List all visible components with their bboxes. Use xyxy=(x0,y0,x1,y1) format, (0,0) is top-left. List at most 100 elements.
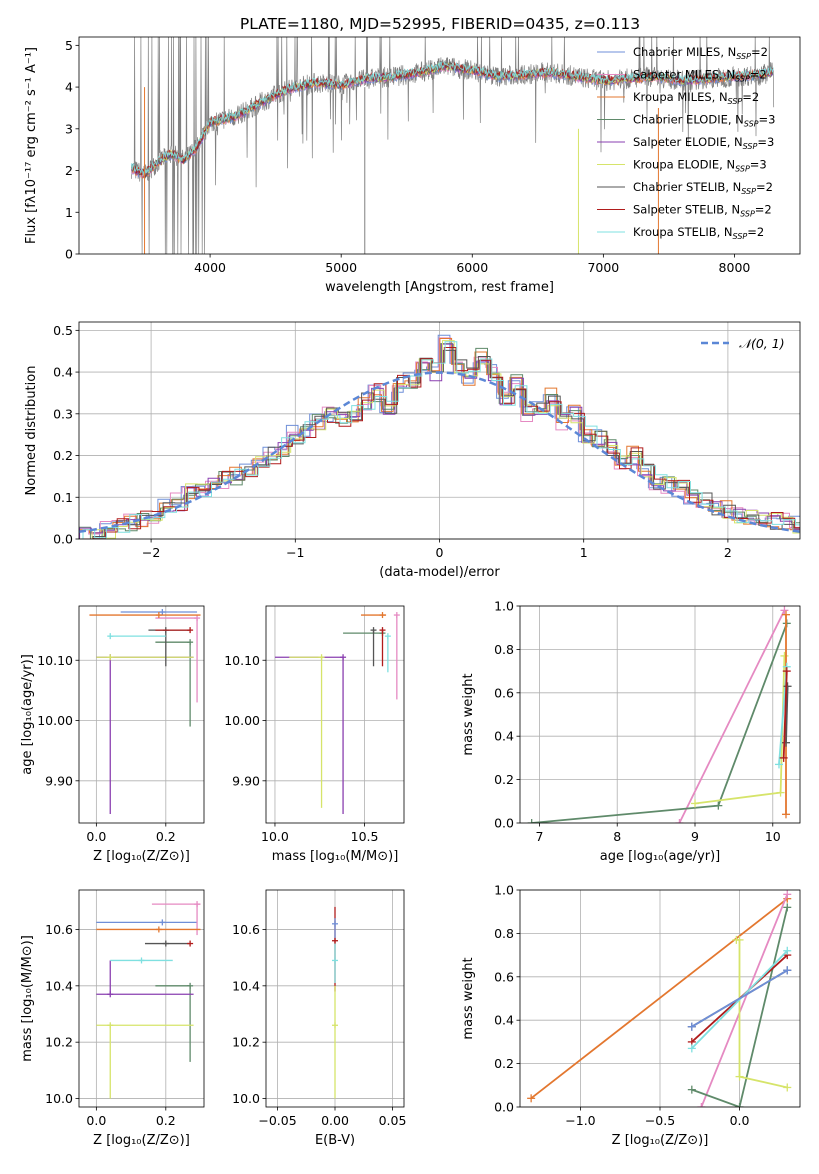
legend-label: 𝒩(0, 1) xyxy=(739,336,785,351)
y-tick-label: 10.10 xyxy=(37,653,73,668)
plot-area-mass-vs-z xyxy=(96,901,201,1099)
axes-weight-vs-z: −1.0 −0.5 0.0 0.0 0.2 0.4 0.6 0.8 1.0 Z [log₁₀(Z/… xyxy=(461,883,801,1148)
legend-label: Salpeter ELODIE, NSSP=3 xyxy=(633,135,774,151)
x-tick-label: 0.2 xyxy=(156,1113,176,1128)
x-tick-label: 10 xyxy=(765,829,781,844)
y-tick-label: 2 xyxy=(65,163,73,178)
x-tick-label: −0.5 xyxy=(645,1113,675,1128)
x-axis-label: wavelength [Angstrom, rest frame] xyxy=(325,280,554,295)
x-tick-label: 0.0 xyxy=(730,1113,750,1128)
y-tick-label: 10.2 xyxy=(232,1035,260,1050)
axes-frame xyxy=(78,321,801,540)
plot-area-age-vs-mass xyxy=(274,612,400,814)
x-tick-label: 7000 xyxy=(587,260,619,275)
legend-label: Chabrier MILES, NSSP=2 xyxy=(633,45,768,61)
x-tick-label: 4000 xyxy=(194,260,226,275)
y-tick-label: 10.4 xyxy=(45,978,73,993)
axes-spectrum: 4000 5000 6000 7000 8000 0 1 2 3 4 5 wavelength [An… xyxy=(24,36,801,295)
plot-area-weight-vs-z xyxy=(527,890,792,1107)
weight-line xyxy=(700,893,789,1107)
x-tick-label: 0.2 xyxy=(156,829,176,844)
y-tick-label: 4 xyxy=(65,80,73,95)
y-tick-label: 0.8 xyxy=(494,642,514,657)
plot-area-age-vs-z xyxy=(89,609,201,814)
y-tick-label: 0.8 xyxy=(494,926,514,941)
x-tick-label: 0.0 xyxy=(86,1113,106,1128)
x-axis-label: E(B-V) xyxy=(315,1133,355,1148)
y-tick-label: 0.0 xyxy=(53,532,73,547)
model-line xyxy=(130,60,774,176)
axes-frame xyxy=(265,889,405,1108)
x-axis-label: age [log₁₀(age/yr)] xyxy=(600,849,721,864)
axes-frame xyxy=(78,605,205,824)
y-axis-label: mass weight xyxy=(461,957,476,1039)
x-tick-label: −1.0 xyxy=(565,1113,595,1128)
x-axis-label: mass [log₁₀(M/M⊙)] xyxy=(272,849,399,864)
y-tick-label: 0.1 xyxy=(53,490,73,505)
legend-label: Kroupa STELIB, NSSP=2 xyxy=(633,225,764,241)
x-axis-label: Z [log₁₀(Z/Z⊙)] xyxy=(93,849,190,864)
y-tick-label: 0.4 xyxy=(53,365,73,380)
legend-residuals: 𝒩(0, 1) xyxy=(701,336,785,351)
axes-age-vs-mass: 10.0 10.5 9.90 10.00 10.10 mass [log₁₀(M/M⊙)] xyxy=(224,605,405,864)
histogram-step xyxy=(82,347,800,539)
x-tick-label: 0.0 xyxy=(86,829,106,844)
y-tick-label: 0.5 xyxy=(53,323,73,338)
y-tick-label: 0 xyxy=(65,247,73,262)
y-axis-label: age [log₁₀(age/yr)] xyxy=(20,654,35,775)
weight-line xyxy=(530,897,788,1100)
axes-frame xyxy=(519,889,801,1108)
y-tick-label: 9.90 xyxy=(45,773,73,788)
y-tick-label: 10.00 xyxy=(224,713,260,728)
grid-age-vs-mass xyxy=(266,606,404,823)
normal-curve xyxy=(79,371,800,533)
y-tick-label: 0.6 xyxy=(494,685,514,700)
x-tick-label: 5000 xyxy=(325,260,357,275)
figure-title: PLATE=1180, MJD=52995, FIBERID=0435, z=0… xyxy=(240,15,640,33)
histogram-step xyxy=(82,341,800,539)
plot-area-residuals xyxy=(79,334,800,539)
y-tick-label: 0.4 xyxy=(494,729,514,744)
y-axis-label: Normed distribution xyxy=(24,366,39,496)
y-tick-label: 10.10 xyxy=(224,653,260,668)
axes-frame xyxy=(78,889,205,1108)
weight-line xyxy=(785,686,789,743)
y-tick-label: 0.3 xyxy=(53,406,73,421)
legend-label: Kroupa MILES, NSSP=2 xyxy=(633,90,759,106)
x-tick-label: 8 xyxy=(613,829,621,844)
histogram-step xyxy=(80,340,800,539)
y-tick-label: 0.4 xyxy=(494,1013,514,1028)
x-tick-label: 2 xyxy=(724,545,732,560)
x-tick-label: 6000 xyxy=(456,260,488,275)
weight-line xyxy=(678,609,786,823)
y-tick-label: 1 xyxy=(65,205,73,220)
y-tick-label: 0.0 xyxy=(494,816,514,831)
x-tick-label: 10.5 xyxy=(351,829,379,844)
weight-line xyxy=(691,950,788,1050)
weight-line xyxy=(691,907,789,1107)
histogram-step xyxy=(79,338,800,534)
axes-frame xyxy=(265,605,405,824)
plot-area-spectrum xyxy=(130,37,775,254)
y-tick-label: 10.00 xyxy=(37,713,73,728)
y-tick-label: 1.0 xyxy=(494,599,514,614)
y-tick-label: 3 xyxy=(65,121,73,136)
y-tick-label: 0.2 xyxy=(53,448,73,463)
y-tick-label: 0.2 xyxy=(494,1056,514,1071)
y-tick-label: 10.0 xyxy=(232,1091,260,1106)
plot-area-mass-vs-ebv xyxy=(332,906,338,1099)
y-tick-label: 0.6 xyxy=(494,969,514,984)
x-tick-label: −1 xyxy=(286,545,304,560)
y-tick-label: 0.2 xyxy=(494,772,514,787)
axes-frame xyxy=(78,36,801,255)
histogram-step xyxy=(81,349,800,539)
legend-label: Salpeter STELIB, NSSP=2 xyxy=(633,203,772,219)
legend-label: Salpeter MILES, NSSP=2 xyxy=(633,68,767,84)
legend-label: Kroupa ELODIE, NSSP=3 xyxy=(633,158,767,174)
axes-mass-vs-ebv: −0.05 0.00 0.05 10.0 10.2 10.4 10.6 E(B-V) xyxy=(232,889,406,1148)
y-tick-label: 10.2 xyxy=(45,1035,73,1050)
y-tick-label: 1.0 xyxy=(494,883,514,898)
x-tick-label: −2 xyxy=(142,545,160,560)
